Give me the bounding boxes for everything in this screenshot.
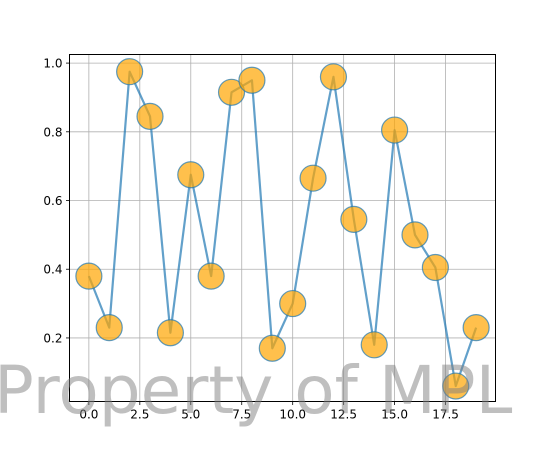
data-point-marker	[238, 66, 266, 94]
data-point-marker	[156, 319, 184, 347]
watermark-text: Property of MPL	[0, 352, 513, 429]
data-point-marker	[319, 63, 348, 91]
data-point-marker	[95, 314, 123, 342]
y-tick-label: 1.0	[43, 57, 62, 71]
data-point-marker	[462, 314, 490, 342]
data-point-marker	[75, 262, 103, 290]
y-tick-label: 0.8	[43, 125, 62, 139]
y-tick-label: 0.2	[43, 331, 62, 345]
x-tick-label: 2.5	[130, 408, 149, 422]
grid-lines	[69, 54, 496, 402]
x-tick-label: 10.0	[279, 408, 306, 422]
x-tick-label: 17.5	[432, 408, 459, 422]
data-point-marker	[421, 253, 449, 282]
y-tick-label: 0.4	[43, 263, 62, 277]
axis-ticks: 0.0 2.5 5.0 7.5 10.0 12.5 15.0 17.5 0.2 0.4 0.6 0.8…	[43, 57, 459, 422]
y-tick-label: 0.6	[43, 194, 62, 208]
data-point-marker	[442, 372, 470, 400]
x-tick-label: 7.5	[232, 408, 251, 422]
data-point-marker	[116, 58, 144, 86]
data-point-marker	[401, 221, 429, 249]
series-line-layer	[87, 70, 478, 388]
x-tick-label: 5.0	[181, 408, 200, 422]
data-point-marker	[217, 78, 246, 106]
data-point-marker	[279, 289, 307, 318]
data-point-marker	[299, 164, 327, 192]
x-tick-label: 15.0	[381, 408, 408, 422]
data-point-marker	[258, 334, 286, 362]
data-point-marker	[136, 102, 164, 130]
x-tick-label: 0.0	[79, 408, 98, 422]
data-point-marker	[360, 331, 388, 359]
x-tick-label: 12.5	[330, 408, 357, 422]
axes-frame	[69, 54, 496, 402]
data-point-marker	[197, 262, 225, 290]
series-line	[87, 70, 478, 388]
data-point-marker	[381, 116, 409, 144]
data-points	[75, 58, 490, 400]
data-point-marker	[340, 205, 368, 234]
data-point-marker	[177, 161, 205, 189]
